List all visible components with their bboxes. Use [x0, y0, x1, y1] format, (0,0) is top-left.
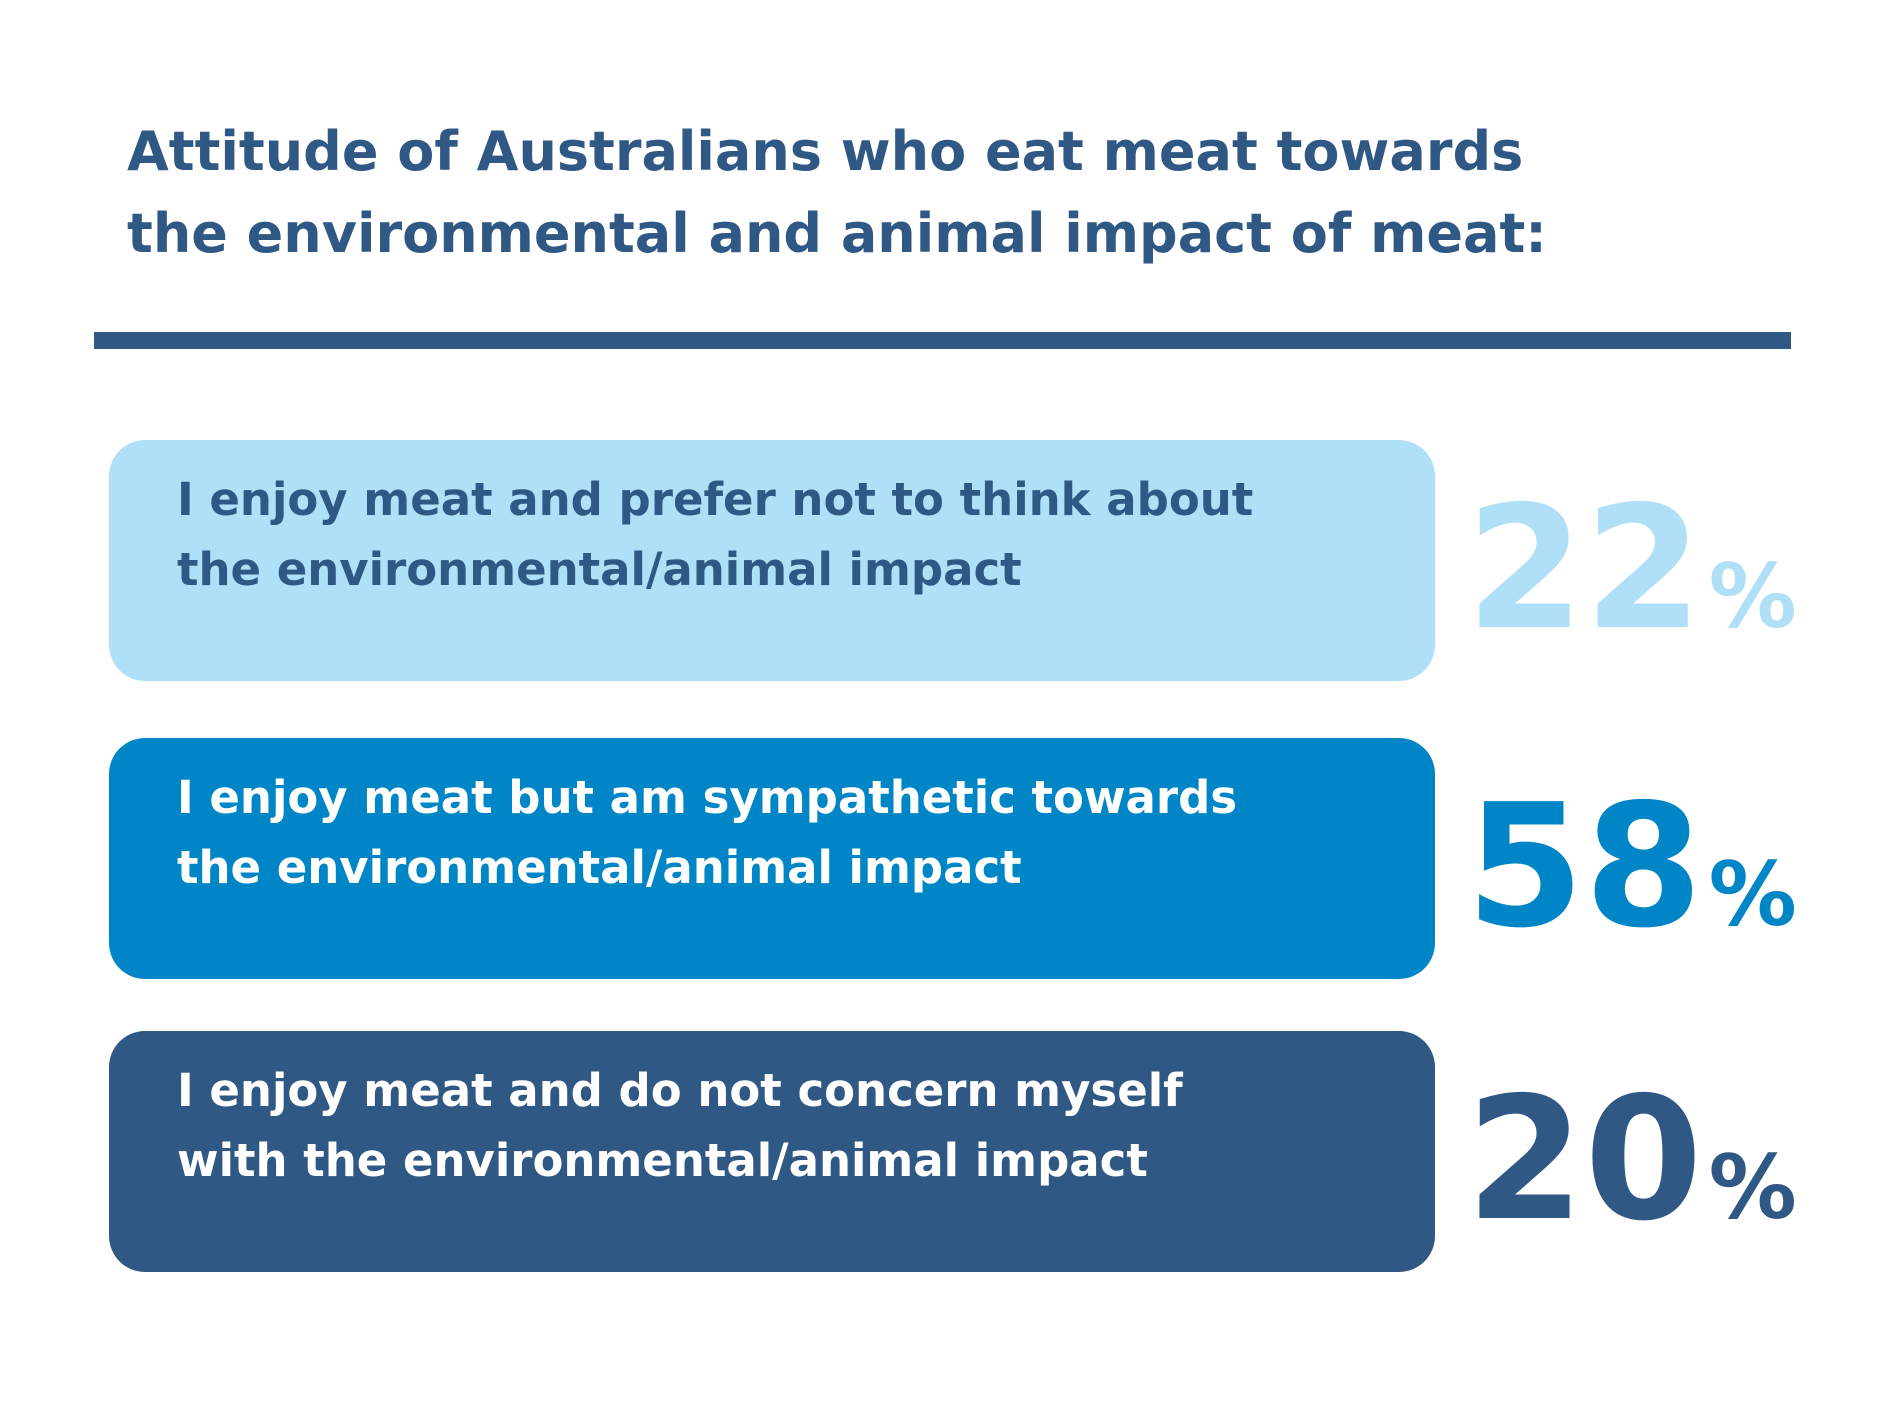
percentage: 20%	[1466, 1061, 1797, 1259]
statement-line: I enjoy meat and do not concern myself	[177, 1064, 1183, 1117]
statement-box	[109, 738, 1435, 979]
statement-box	[109, 440, 1435, 681]
percentage-unit: %	[1709, 843, 1797, 946]
statement-line: the environmental/animal impact	[177, 543, 1022, 596]
item-list: I enjoy meat and prefer not to think abo…	[109, 440, 1797, 1272]
statement-line: I enjoy meat and prefer not to think abo…	[177, 473, 1253, 526]
percentage-value: 58	[1466, 768, 1703, 966]
percentage: 58%	[1466, 768, 1797, 966]
divider	[94, 332, 1791, 349]
statement-line: the environmental/animal impact	[177, 841, 1022, 894]
percentage-unit: %	[1709, 545, 1797, 648]
percentage-value: 22	[1466, 470, 1703, 668]
percentage: 22%	[1466, 470, 1797, 668]
title-line: the environmental and animal impact of m…	[127, 202, 1547, 265]
statement-line: with the environmental/animal impact	[177, 1134, 1148, 1187]
statement-line: I enjoy meat but am sympathetic towards	[177, 771, 1237, 824]
title-line: Attitude of Australians who eat meat tow…	[127, 120, 1523, 183]
statement-box	[109, 1031, 1435, 1272]
percentage-value: 20	[1466, 1061, 1703, 1259]
percentage-unit: %	[1709, 1136, 1797, 1239]
